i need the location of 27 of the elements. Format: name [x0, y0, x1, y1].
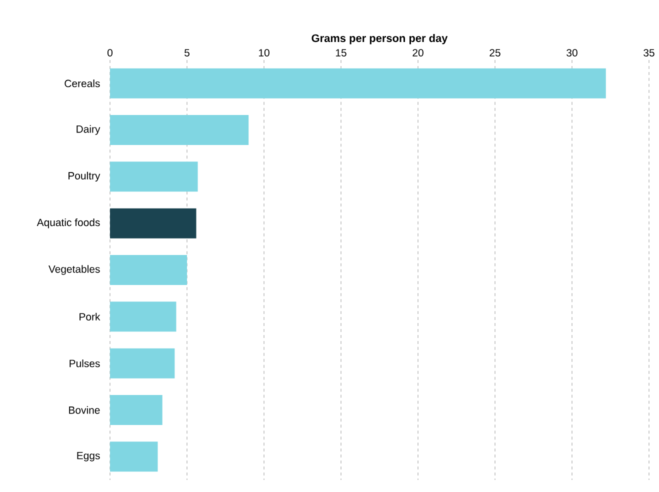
bar [110, 68, 606, 98]
x-tick-label: 15 [336, 49, 346, 56]
bar [110, 395, 162, 426]
bar [110, 302, 176, 332]
x-tick-label: 0 [108, 49, 112, 56]
x-tick-label: 25 [490, 49, 500, 56]
y-tick-label: Bovine [69, 406, 100, 414]
bar [110, 348, 175, 378]
bar [110, 208, 196, 238]
x-tick-label: 30 [566, 49, 578, 56]
bar [110, 442, 158, 472]
y-tick-label: Cereals [64, 79, 100, 88]
y-tick-label: Dairy [76, 125, 100, 135]
y-tick-label: Eggs [77, 452, 100, 462]
y-tick-label: Poultry [68, 172, 100, 182]
bar [110, 115, 249, 146]
y-tick-label: Pulses [70, 360, 100, 368]
x-tick-label: 10 [258, 49, 270, 56]
y-tick-label: Pork [80, 312, 100, 321]
x-tick-label: 20 [412, 49, 424, 56]
y-tick-label: Vegetables [48, 265, 100, 275]
y-tick-label: Aquatic foods [36, 218, 100, 228]
x-tick-label: 5 [184, 49, 190, 56]
x-tick-label: 35 [644, 49, 654, 56]
bar [110, 255, 187, 286]
bar [110, 162, 198, 192]
x-axis-title: Grams per person per day [312, 34, 448, 44]
